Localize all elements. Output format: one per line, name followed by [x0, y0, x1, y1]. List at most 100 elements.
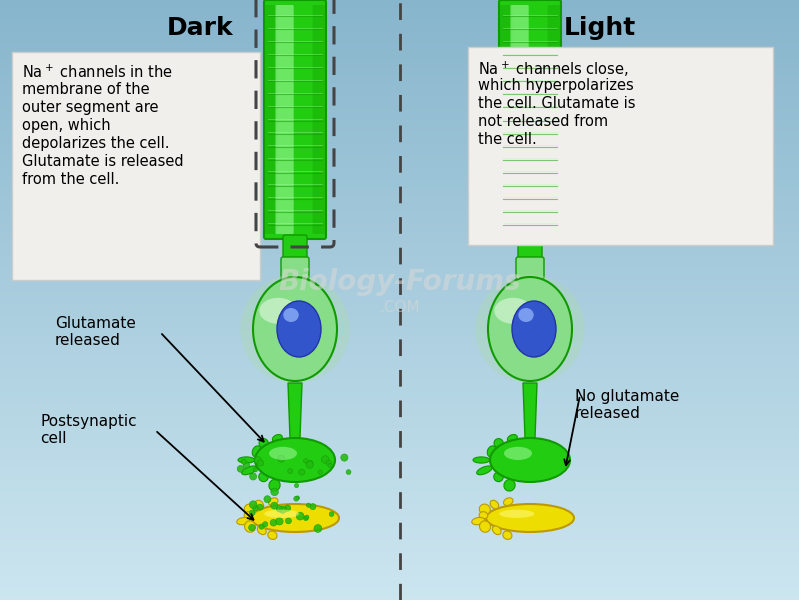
Bar — [0, 162, 799, 163]
Bar — [0, 272, 799, 273]
Bar — [0, 247, 799, 248]
Bar — [0, 81, 799, 82]
Bar — [0, 465, 799, 466]
Bar — [0, 332, 799, 333]
Bar — [0, 150, 799, 151]
Bar — [0, 376, 799, 377]
Bar — [0, 153, 799, 154]
Bar — [0, 108, 799, 109]
Bar — [0, 61, 799, 62]
Bar — [0, 398, 799, 399]
Bar — [0, 146, 799, 147]
Bar — [0, 56, 799, 57]
Bar — [0, 371, 799, 372]
Bar — [0, 68, 799, 69]
Bar — [0, 20, 799, 21]
Bar — [0, 222, 799, 223]
Bar — [0, 12, 799, 13]
Bar — [0, 524, 799, 525]
Bar — [0, 77, 799, 78]
Bar — [0, 557, 799, 558]
Bar — [0, 454, 799, 455]
Ellipse shape — [504, 479, 515, 491]
Bar — [0, 447, 799, 448]
Bar — [0, 71, 799, 72]
Ellipse shape — [503, 531, 512, 539]
Ellipse shape — [499, 509, 535, 518]
Bar — [0, 144, 799, 145]
Bar — [0, 535, 799, 536]
Ellipse shape — [479, 521, 491, 532]
FancyBboxPatch shape — [500, 5, 512, 234]
Bar — [0, 97, 799, 98]
Bar — [0, 205, 799, 206]
Bar — [0, 119, 799, 120]
Bar — [0, 79, 799, 80]
Ellipse shape — [271, 488, 278, 496]
Bar — [0, 504, 799, 505]
Bar — [0, 517, 799, 518]
Bar — [0, 492, 799, 493]
Bar — [0, 436, 799, 437]
Bar — [0, 111, 799, 112]
Ellipse shape — [285, 518, 292, 524]
Bar — [0, 283, 799, 284]
Ellipse shape — [257, 504, 263, 510]
Bar — [0, 510, 799, 511]
Ellipse shape — [479, 512, 488, 519]
Bar — [0, 72, 799, 73]
Bar — [0, 562, 799, 563]
Bar — [0, 73, 799, 74]
Bar — [0, 430, 799, 431]
Bar — [0, 99, 799, 100]
Text: Postsynaptic
cell: Postsynaptic cell — [40, 414, 137, 446]
Bar — [0, 145, 799, 146]
Bar — [0, 599, 799, 600]
Bar — [0, 440, 799, 441]
Bar — [0, 278, 799, 279]
Bar — [0, 391, 799, 392]
Bar — [0, 104, 799, 105]
Bar — [0, 543, 799, 544]
FancyBboxPatch shape — [499, 0, 561, 239]
Bar — [0, 432, 799, 433]
Bar — [0, 427, 799, 428]
Bar — [0, 155, 799, 156]
Bar — [0, 256, 799, 257]
Bar — [0, 299, 799, 300]
Bar — [0, 291, 799, 292]
Ellipse shape — [486, 504, 574, 532]
Bar — [0, 446, 799, 447]
Bar — [0, 1, 799, 2]
Bar — [0, 300, 799, 301]
Bar — [0, 157, 799, 158]
Bar — [0, 392, 799, 393]
Bar — [0, 598, 799, 599]
Ellipse shape — [269, 479, 280, 491]
Ellipse shape — [237, 466, 244, 472]
Bar — [0, 190, 799, 191]
FancyBboxPatch shape — [547, 5, 560, 234]
Bar — [0, 563, 799, 564]
Ellipse shape — [487, 446, 496, 457]
Ellipse shape — [259, 472, 268, 482]
Bar — [0, 207, 799, 208]
Ellipse shape — [304, 458, 308, 463]
Bar — [0, 445, 799, 446]
Bar — [0, 411, 799, 412]
Ellipse shape — [479, 504, 491, 515]
Bar — [0, 320, 799, 321]
Bar — [0, 582, 799, 583]
Text: Glutamate is released: Glutamate is released — [22, 154, 184, 169]
Bar — [0, 284, 799, 285]
Ellipse shape — [278, 455, 284, 462]
Bar — [0, 572, 799, 573]
Bar — [0, 261, 799, 262]
Bar — [0, 49, 799, 50]
Bar — [0, 542, 799, 543]
Bar — [0, 76, 799, 77]
Bar — [0, 95, 799, 96]
Bar — [0, 86, 799, 87]
Bar — [0, 288, 799, 289]
Bar — [0, 40, 799, 41]
